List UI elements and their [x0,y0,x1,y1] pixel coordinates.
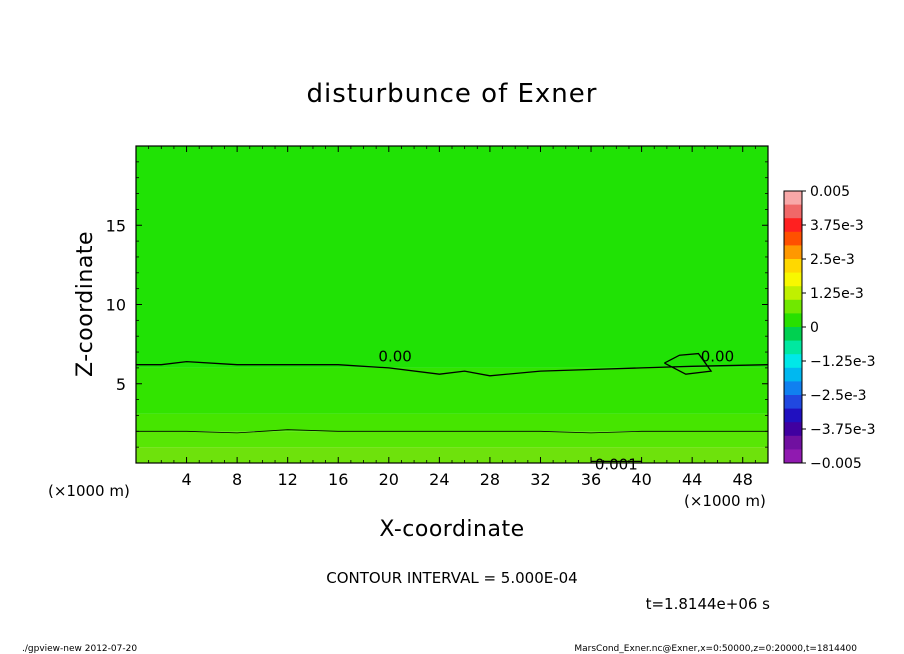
x-tick-label: 44 [682,470,702,489]
contour-band [136,431,768,448]
contour-label: 0.00 [378,348,411,366]
colorbar-swatch [784,395,802,409]
x-unit-left: (×1000 m) [48,482,130,500]
colorbar-swatch [784,259,802,273]
colorbar-swatch [784,422,802,437]
x-tick-label: 40 [631,470,651,489]
y-tick-label: 10 [106,296,126,315]
colorbar-swatch [784,231,802,246]
colorbar [783,190,803,464]
y-axis-ticks: 5 10 15 [106,161,768,448]
contour-lines: 0.00 0.00 0.001 [136,348,769,473]
x-tick-label: 20 [379,470,399,489]
y-tick-label: 5 [116,375,126,394]
x-tick-label: 48 [733,470,753,489]
colorbar-label: −0.005 [810,456,862,472]
colorbar-label: 0 [810,320,819,336]
x-unit-right: (×1000 m) [684,492,766,510]
x-tick-label: 8 [232,470,242,489]
colorbar-label: 3.75e-3 [810,218,864,234]
x-axis-ticks: 4 8 12 16 20 24 28 32 36 40 44 48 [148,146,756,489]
colorbar-swatch [784,286,802,301]
colorbar-swatch [784,313,802,328]
colorbar-label: −1.25e-3 [810,354,875,370]
colorbar-labels: 0.005 3.75e-3 2.5e-3 1.25e-3 0 −1.25e-3 −2.5e-… [802,184,875,472]
chart-title: disturbunce of Exner [307,79,598,109]
colorbar-swatch [784,191,802,205]
colorbar-swatch [784,381,802,396]
contour-label: 0.00 [701,348,734,366]
colorbar-swatch [784,354,802,369]
x-tick-label: 12 [278,470,298,489]
contour-band [136,367,768,414]
colorbar-swatch [784,435,802,450]
colorbar-swatch [784,449,802,464]
contour-band [136,447,768,463]
time-text: t=1.8144e+06 s [646,595,771,613]
colorbar-swatch [784,272,802,287]
colorbar-label: −3.75e-3 [810,422,875,438]
contour-band [136,413,768,432]
colorbar-label: 1.25e-3 [810,286,864,302]
colorbar-swatch [784,367,802,382]
footer-left: ./gpview-new 2012-07-20 [22,644,137,654]
colorbar-swatch [784,245,802,260]
colorbar-label: −2.5e-3 [810,388,867,404]
colorbar-swatch [784,408,802,423]
x-tick-label: 32 [530,470,550,489]
contour-line [136,429,768,434]
x-tick-label: 4 [181,470,191,489]
colorbar-swatch [784,340,802,355]
colorbar-label: 2.5e-3 [810,252,855,268]
x-tick-label: 16 [328,470,348,489]
x-tick-label: 24 [429,470,449,489]
contour-line [664,352,713,375]
x-tick-label: 28 [480,470,500,489]
colorbar-label: 0.005 [810,184,850,200]
x-tick-label: 36 [581,470,601,489]
colorbar-swatch [784,204,802,219]
footer-right: MarsCond_Exner.nc@Exner,x=0:50000,z=0:20… [574,644,857,654]
y-axis-label: Z-coordinate [73,231,98,377]
y-tick-label: 15 [106,216,126,235]
contour-interval-text: CONTOUR INTERVAL = 5.000E-04 [326,569,577,587]
contour-band [136,146,768,368]
contour-fill-bands [136,146,768,463]
colorbar-swatch [784,327,802,341]
contour-line [136,360,769,377]
colorbar-swatch [784,299,802,314]
contour-label: 0.001 [595,455,638,473]
x-axis-label: X-coordinate [379,517,524,542]
colorbar-swatch [784,218,802,233]
